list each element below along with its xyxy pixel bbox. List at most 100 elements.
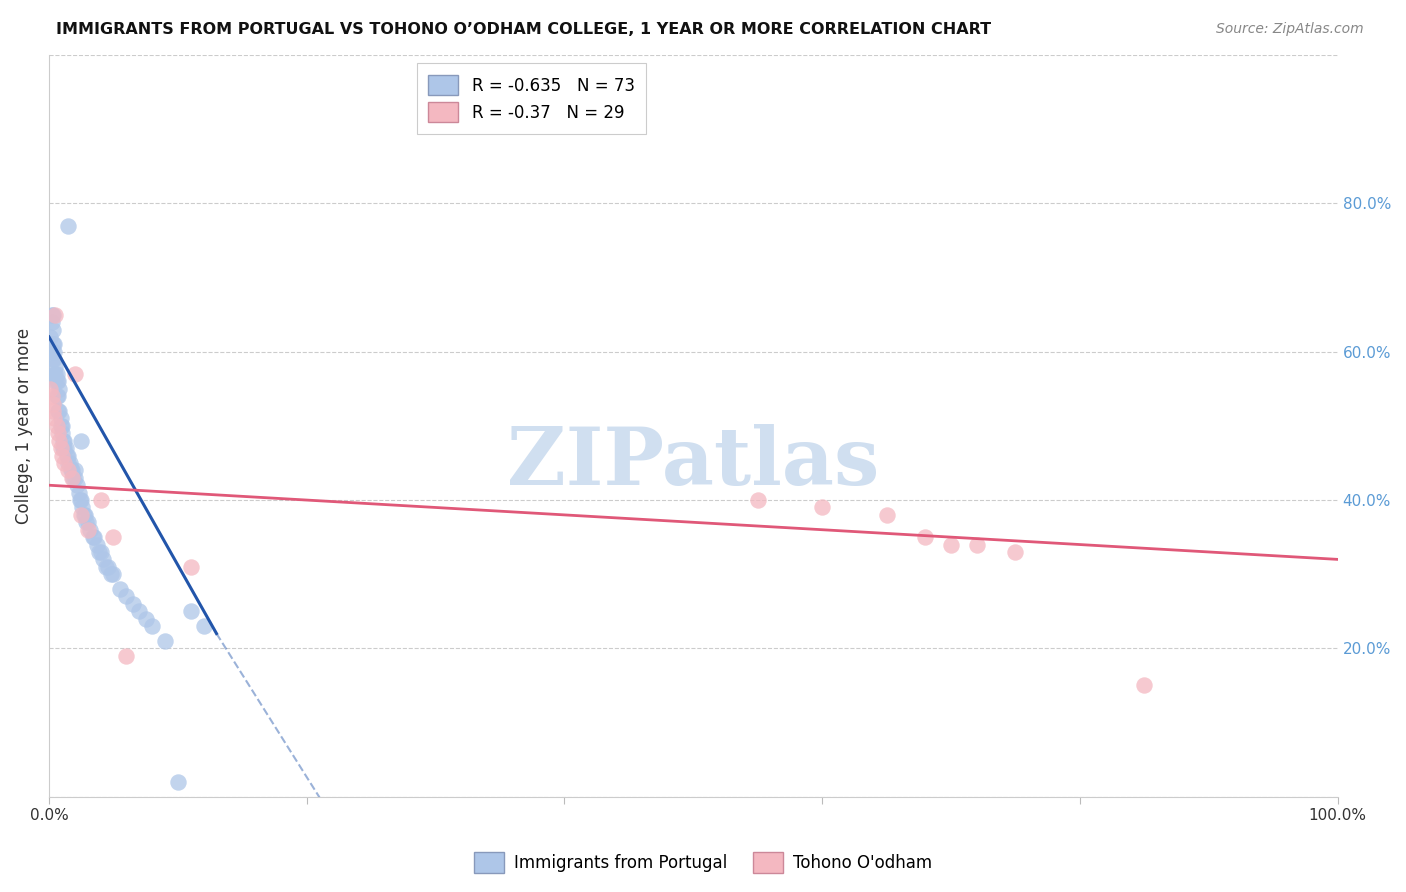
Point xyxy=(58,219,80,233)
Point xyxy=(89,545,111,559)
Point xyxy=(48,382,70,396)
Point xyxy=(45,418,67,433)
Point xyxy=(76,523,98,537)
Point xyxy=(811,500,834,515)
Point xyxy=(1004,545,1026,559)
Point xyxy=(166,775,188,789)
Point xyxy=(1133,678,1156,692)
Point xyxy=(42,344,65,359)
Text: IMMIGRANTS FROM PORTUGAL VS TOHONO O’ODHAM COLLEGE, 1 YEAR OR MORE CORRELATION C: IMMIGRANTS FROM PORTUGAL VS TOHONO O’ODH… xyxy=(56,22,991,37)
Point xyxy=(939,537,962,551)
Point xyxy=(73,508,96,522)
Point xyxy=(70,434,93,448)
Point xyxy=(46,404,69,418)
Point xyxy=(62,471,84,485)
Point xyxy=(747,493,769,508)
Point xyxy=(83,530,105,544)
Point xyxy=(97,559,120,574)
Point xyxy=(42,337,65,351)
Point xyxy=(42,308,65,322)
Point xyxy=(60,463,83,477)
Point xyxy=(42,352,65,367)
Point xyxy=(41,389,63,403)
Point xyxy=(41,315,63,329)
Point xyxy=(67,485,90,500)
Point xyxy=(115,590,138,604)
Legend: R = -0.635   N = 73, R = -0.37   N = 29: R = -0.635 N = 73, R = -0.37 N = 29 xyxy=(416,63,647,134)
Point xyxy=(66,478,89,492)
Point xyxy=(56,449,79,463)
Point xyxy=(49,441,72,455)
Point xyxy=(135,612,157,626)
Point xyxy=(52,434,75,448)
Point xyxy=(41,344,63,359)
Point xyxy=(59,463,82,477)
Point xyxy=(876,508,898,522)
Y-axis label: College, 1 year or more: College, 1 year or more xyxy=(15,328,32,524)
Point xyxy=(76,516,98,530)
Point xyxy=(100,567,122,582)
Point xyxy=(53,456,76,470)
Point xyxy=(44,367,66,381)
Point xyxy=(141,619,163,633)
Point xyxy=(39,330,62,344)
Point xyxy=(45,375,67,389)
Legend: Immigrants from Portugal, Tohono O'odham: Immigrants from Portugal, Tohono O'odham xyxy=(468,846,938,880)
Point xyxy=(75,516,97,530)
Point xyxy=(914,530,936,544)
Point xyxy=(70,493,93,508)
Point xyxy=(966,537,988,551)
Point xyxy=(48,404,70,418)
Point xyxy=(49,411,72,425)
Point xyxy=(46,426,69,441)
Point xyxy=(53,434,76,448)
Point xyxy=(128,604,150,618)
Point xyxy=(60,471,83,485)
Point xyxy=(103,530,125,544)
Point xyxy=(58,456,80,470)
Point xyxy=(103,567,125,582)
Point xyxy=(115,648,138,663)
Point xyxy=(44,375,66,389)
Point xyxy=(63,367,86,381)
Point xyxy=(42,322,65,336)
Point xyxy=(42,367,65,381)
Point xyxy=(45,367,67,381)
Point xyxy=(89,493,111,508)
Point xyxy=(70,508,93,522)
Point xyxy=(153,634,176,648)
Text: Source: ZipAtlas.com: Source: ZipAtlas.com xyxy=(1216,22,1364,37)
Point xyxy=(44,359,66,374)
Point xyxy=(58,463,80,477)
Point xyxy=(89,545,111,559)
Point xyxy=(51,418,73,433)
Point xyxy=(79,523,101,537)
Point xyxy=(49,418,72,433)
Point xyxy=(69,493,91,508)
Point xyxy=(180,604,202,618)
Point xyxy=(45,389,67,403)
Point xyxy=(44,308,66,322)
Point xyxy=(58,449,80,463)
Point xyxy=(42,337,65,351)
Point xyxy=(48,434,70,448)
Point xyxy=(180,559,202,574)
Point xyxy=(52,441,75,455)
Point xyxy=(193,619,215,633)
Point xyxy=(63,471,86,485)
Point xyxy=(94,559,117,574)
Point xyxy=(42,404,65,418)
Point xyxy=(53,441,76,455)
Point xyxy=(58,456,80,470)
Point xyxy=(42,352,65,367)
Point xyxy=(46,389,69,403)
Point xyxy=(39,382,62,396)
Text: ZIPatlas: ZIPatlas xyxy=(508,424,879,502)
Point xyxy=(73,508,96,522)
Point xyxy=(42,411,65,425)
Point xyxy=(86,537,108,551)
Point xyxy=(82,530,104,544)
Point xyxy=(63,463,86,477)
Point xyxy=(51,449,73,463)
Point xyxy=(72,500,94,515)
